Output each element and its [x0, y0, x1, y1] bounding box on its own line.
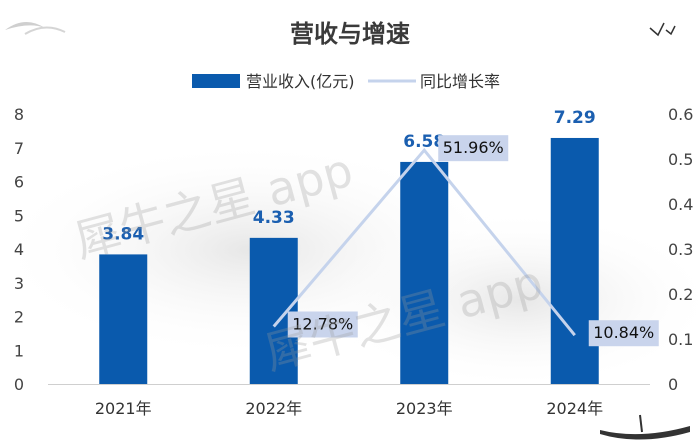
- line-series: [272, 147, 576, 337]
- y-left-tick-label: 3: [14, 274, 24, 293]
- line-data-label: 51.96%: [443, 138, 504, 157]
- y-axis-left: 0 1 2 3 4 5 6 7 8: [14, 105, 24, 394]
- line-data-label: 12.78%: [292, 314, 353, 333]
- bar-series: [99, 137, 599, 384]
- bar: [249, 237, 298, 384]
- y-axis-right: 0 0.1 0.2 0.3 0.4 0.5 0.6: [668, 105, 693, 394]
- line-label-background: [438, 135, 509, 162]
- bar-data-label: 7.29: [554, 108, 596, 128]
- bar: [99, 254, 148, 384]
- growth-rate-line: [272, 147, 576, 337]
- x-tick-label: 2024年: [546, 399, 603, 418]
- boat-decoration: [600, 414, 690, 440]
- chart-title: 营收与增速: [290, 20, 410, 48]
- y-right-tick-label: 0: [668, 375, 678, 394]
- y-left-tick-label: 6: [14, 173, 24, 192]
- y-right-tick-label: 0.4: [668, 195, 693, 214]
- y-left-tick-label: 2: [14, 308, 24, 327]
- data-labels: 3.84 4.33 6.58 7.29 12.78% 51.96% 10.84%: [102, 108, 659, 347]
- y-left-tick-label: 8: [14, 105, 24, 124]
- legend: 营业收入(亿元) 同比增长率: [192, 72, 500, 91]
- y-left-tick-label: 4: [14, 240, 24, 259]
- y-right-tick-label: 0.5: [668, 150, 693, 169]
- bar-data-label: 6.58: [403, 132, 445, 152]
- line-label-background: [588, 320, 659, 347]
- top-left-ornament: [5, 21, 66, 35]
- bar: [400, 161, 449, 384]
- y-right-tick-label: 0.6: [668, 105, 693, 124]
- legend-line-label: 同比增长率: [420, 72, 500, 91]
- x-tick-label: 2022年: [245, 399, 302, 418]
- x-tick-label: 2021年: [95, 399, 152, 418]
- y-left-tick-label: 5: [14, 206, 24, 225]
- x-tick-label: 2023年: [396, 399, 453, 418]
- line-label-background: [287, 311, 358, 338]
- birds-decoration: [649, 22, 676, 37]
- bar-data-label: 4.33: [253, 208, 295, 228]
- y-right-tick-label: 0.3: [668, 240, 693, 259]
- line-data-label: 10.84%: [593, 323, 654, 342]
- y-left-tick-label: 0: [14, 375, 24, 394]
- legend-bar-label: 营业收入(亿元): [246, 72, 355, 91]
- y-left-tick-label: 7: [14, 139, 24, 158]
- bar: [550, 137, 599, 384]
- y-left-tick-label: 1: [14, 341, 24, 360]
- x-axis: 2021年 2022年 2023年 2024年: [95, 399, 603, 418]
- y-right-tick-label: 0.2: [668, 285, 693, 304]
- y-right-tick-label: 0.1: [668, 330, 693, 349]
- bar-data-label: 3.84: [102, 224, 144, 244]
- legend-bar-swatch: [192, 74, 240, 88]
